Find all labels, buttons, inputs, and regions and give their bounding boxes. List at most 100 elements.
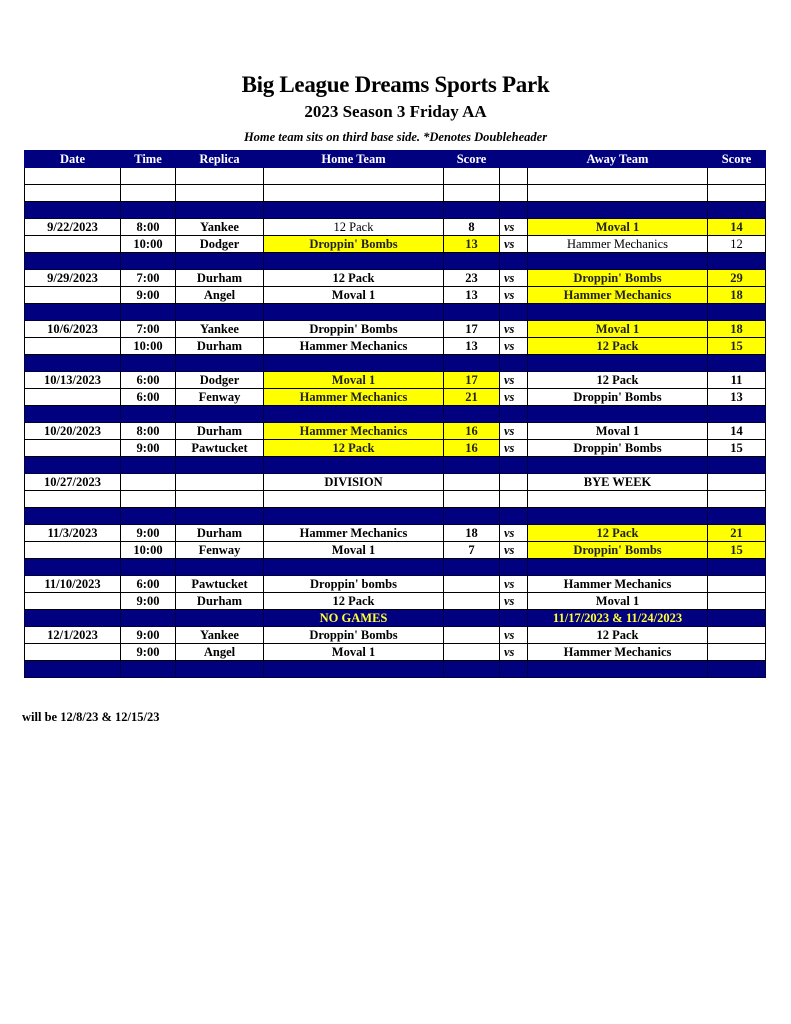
replica-cell bbox=[175, 201, 264, 219]
replica-cell: Fenway bbox=[175, 541, 264, 559]
away-team-cell: Droppin' Bombs bbox=[527, 541, 708, 559]
replica-cell bbox=[175, 252, 264, 270]
home-team-cell bbox=[263, 456, 444, 474]
date-cell: 9/22/2023 bbox=[24, 218, 121, 236]
date-cell bbox=[24, 388, 121, 406]
away-team-cell bbox=[527, 558, 708, 576]
date-cell bbox=[24, 507, 121, 525]
away-team-cell bbox=[527, 490, 708, 508]
home-team-cell: Hammer Mechanics bbox=[263, 337, 444, 355]
vs-cell bbox=[499, 405, 528, 423]
away-score-cell bbox=[707, 252, 766, 270]
date-cell bbox=[24, 337, 121, 355]
replica-cell: Angel bbox=[175, 286, 264, 304]
home-team-cell: Droppin' Bombs bbox=[263, 626, 444, 644]
vs-cell: vs bbox=[499, 524, 528, 542]
home-team-cell: Hammer Mechanics bbox=[263, 524, 444, 542]
date-cell bbox=[24, 184, 121, 202]
time-cell: 9:00 bbox=[120, 626, 176, 644]
vs-cell bbox=[499, 167, 528, 185]
away-team-cell: Droppin' Bombs bbox=[527, 388, 708, 406]
away-team-cell: 12 Pack bbox=[527, 626, 708, 644]
header-row: Date Time Replica Home Team Score Away T… bbox=[24, 150, 766, 168]
time-cell: 8:00 bbox=[120, 422, 176, 440]
home-team-cell bbox=[263, 507, 444, 525]
replica-cell bbox=[175, 354, 264, 372]
home-score-cell bbox=[443, 575, 500, 593]
away-team-cell bbox=[527, 167, 708, 185]
page-subtitle: 2023 Season 3 Friday AA bbox=[304, 102, 487, 121]
home-score-cell: 23 bbox=[443, 269, 500, 287]
time-cell bbox=[120, 405, 176, 423]
home-score-cell bbox=[443, 354, 500, 372]
time-cell bbox=[120, 507, 176, 525]
date-cell bbox=[24, 558, 121, 576]
away-score-cell bbox=[707, 575, 766, 593]
time-cell: 9:00 bbox=[120, 286, 176, 304]
vs-cell bbox=[499, 507, 528, 525]
away-team-cell bbox=[527, 303, 708, 321]
replica-cell bbox=[175, 660, 264, 678]
replica-cell bbox=[175, 507, 264, 525]
game-row: 12/1/2023 9:00 Yankee Droppin' Bombs vs 12 Pa… bbox=[24, 626, 766, 644]
date-cell bbox=[24, 303, 121, 321]
away-team-cell: BYE WEEK bbox=[527, 473, 708, 491]
away-score-cell: 29 bbox=[707, 269, 766, 287]
game-row: 9:00 Angel Moval 1 vs Hammer Mechanics bbox=[24, 643, 766, 661]
vs-cell: vs bbox=[499, 218, 528, 236]
away-team-cell bbox=[527, 405, 708, 423]
vs-cell: vs bbox=[499, 371, 528, 389]
date-cell bbox=[24, 354, 121, 372]
header-time: Time bbox=[120, 150, 176, 168]
vs-cell: vs bbox=[499, 575, 528, 593]
home-score-cell bbox=[443, 405, 500, 423]
vs-cell bbox=[499, 490, 528, 508]
away-score-cell bbox=[707, 490, 766, 508]
home-team-cell: 12 Pack bbox=[263, 269, 444, 287]
home-score-cell: 21 bbox=[443, 388, 500, 406]
separator-row bbox=[24, 507, 766, 525]
date-cell: 11/3/2023 bbox=[24, 524, 121, 542]
replica-cell: Yankee bbox=[175, 626, 264, 644]
home-team-cell: Moval 1 bbox=[263, 643, 444, 661]
time-cell bbox=[120, 456, 176, 474]
home-score-cell bbox=[443, 660, 500, 678]
away-score-cell bbox=[707, 609, 766, 627]
time-cell: 8:00 bbox=[120, 218, 176, 236]
vs-cell bbox=[499, 354, 528, 372]
replica-cell: Yankee bbox=[175, 218, 264, 236]
away-team-cell: Moval 1 bbox=[527, 218, 708, 236]
separator-row bbox=[24, 303, 766, 321]
replica-cell: Durham bbox=[175, 269, 264, 287]
replica-cell bbox=[175, 303, 264, 321]
game-row: 10:00 Durham Hammer Mechanics 13 vs 12 Pack 15 bbox=[24, 337, 766, 355]
replica-cell bbox=[175, 167, 264, 185]
home-team-cell bbox=[263, 490, 444, 508]
header-date: Date bbox=[24, 150, 121, 168]
header-replica: Replica bbox=[175, 150, 264, 168]
time-cell: 9:00 bbox=[120, 524, 176, 542]
vs-cell bbox=[499, 558, 528, 576]
home-team-cell: Moval 1 bbox=[263, 286, 444, 304]
time-cell bbox=[120, 303, 176, 321]
home-score-cell: 13 bbox=[443, 286, 500, 304]
home-team-cell: Droppin' Bombs bbox=[263, 235, 444, 253]
separator-row bbox=[24, 405, 766, 423]
blank-row bbox=[24, 167, 766, 185]
home-team-cell: Moval 1 bbox=[263, 541, 444, 559]
time-cell bbox=[120, 473, 176, 491]
separator-row bbox=[24, 456, 766, 474]
header-away-team: Away Team bbox=[527, 150, 708, 168]
away-score-cell bbox=[707, 456, 766, 474]
away-score-cell: 15 bbox=[707, 439, 766, 457]
game-row: 9:00 Durham 12 Pack vs Moval 1 bbox=[24, 592, 766, 610]
replica-cell: Yankee bbox=[175, 320, 264, 338]
game-row: 10/13/2023 6:00 Dodger Moval 1 17 vs 12 Pack 11 bbox=[24, 371, 766, 389]
vs-cell: vs bbox=[499, 626, 528, 644]
time-cell: 10:00 bbox=[120, 337, 176, 355]
footer-note: will be 12/8/23 & 12/15/23 bbox=[22, 710, 160, 724]
home-score-cell bbox=[443, 303, 500, 321]
date-cell bbox=[24, 609, 121, 627]
home-score-cell: 7 bbox=[443, 541, 500, 559]
date-cell: 10/13/2023 bbox=[24, 371, 121, 389]
